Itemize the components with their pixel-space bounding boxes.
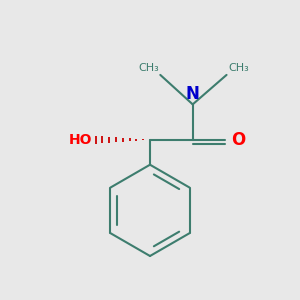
Text: HO: HO [68,133,92,147]
Text: O: O [232,131,246,149]
Text: CH₃: CH₃ [228,63,249,73]
Text: N: N [186,85,200,103]
Text: CH₃: CH₃ [138,63,159,73]
